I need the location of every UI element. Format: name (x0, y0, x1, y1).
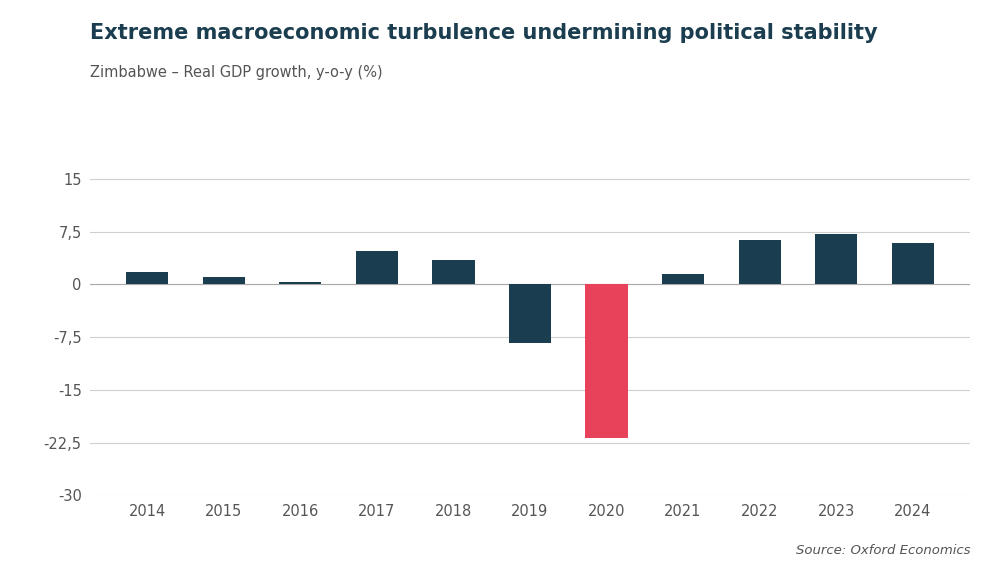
Bar (203, 278, 245, 284)
Text: Extreme macroeconomic turbulence undermining political stability: Extreme macroeconomic turbulence undermi… (90, 23, 878, 43)
Bar (892, 243, 934, 284)
Text: Source: Oxford Economics: Source: Oxford Economics (796, 544, 970, 557)
Bar (279, 282, 321, 284)
Bar (662, 274, 704, 284)
Text: Zimbabwe – Real GDP growth, y-o-y (%): Zimbabwe – Real GDP growth, y-o-y (%) (90, 65, 383, 80)
Bar (509, 284, 551, 343)
Bar (356, 251, 398, 284)
Bar (126, 272, 168, 284)
Bar (739, 240, 781, 284)
Bar (585, 284, 628, 438)
Bar (432, 260, 475, 284)
Bar (815, 234, 857, 284)
